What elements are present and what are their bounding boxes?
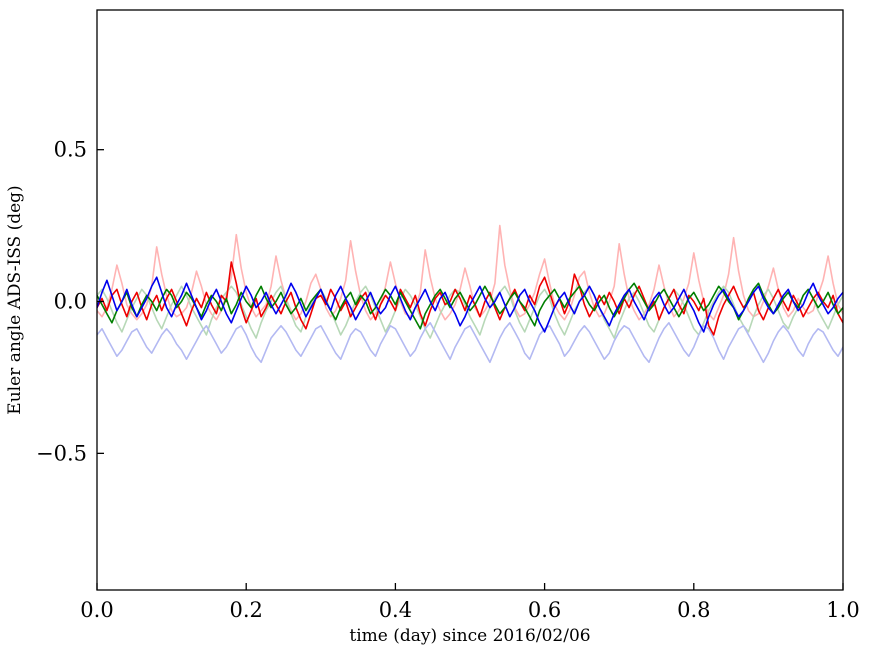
x-tick-label: 0.0 bbox=[80, 598, 113, 622]
y-tick-label: 0.0 bbox=[54, 290, 87, 314]
ticks-layer: 0.0 0.2 0.4 0.6 0.8 1.0 −0.5 0.0 0.5 bbox=[36, 138, 860, 622]
series-layer bbox=[97, 224, 843, 364]
series-line-raw-euler-z-pale-blue bbox=[97, 321, 843, 364]
x-tick-label: 0.8 bbox=[677, 598, 710, 622]
x-tick-label: 0.4 bbox=[379, 598, 412, 622]
x-tick-label: 0.2 bbox=[229, 598, 262, 622]
x-tick-label: 1.0 bbox=[826, 598, 859, 622]
series-line-filtered-euler-z-blue bbox=[97, 276, 843, 333]
y-axis-label: Euler angle ADS-ISS (deg) bbox=[5, 185, 25, 414]
x-axis-label: time (day) since 2016/02/06 bbox=[349, 626, 590, 646]
x-tick-label: 0.6 bbox=[528, 598, 561, 622]
series-line-raw-euler-y-pale-green bbox=[97, 285, 843, 339]
y-tick-label: −0.5 bbox=[36, 441, 87, 465]
series-line-filtered-euler-x-red bbox=[97, 261, 843, 336]
y-tick-label: 0.5 bbox=[54, 138, 87, 162]
axes-border bbox=[96, 9, 844, 591]
series-line-filtered-euler-y-green bbox=[97, 282, 843, 330]
